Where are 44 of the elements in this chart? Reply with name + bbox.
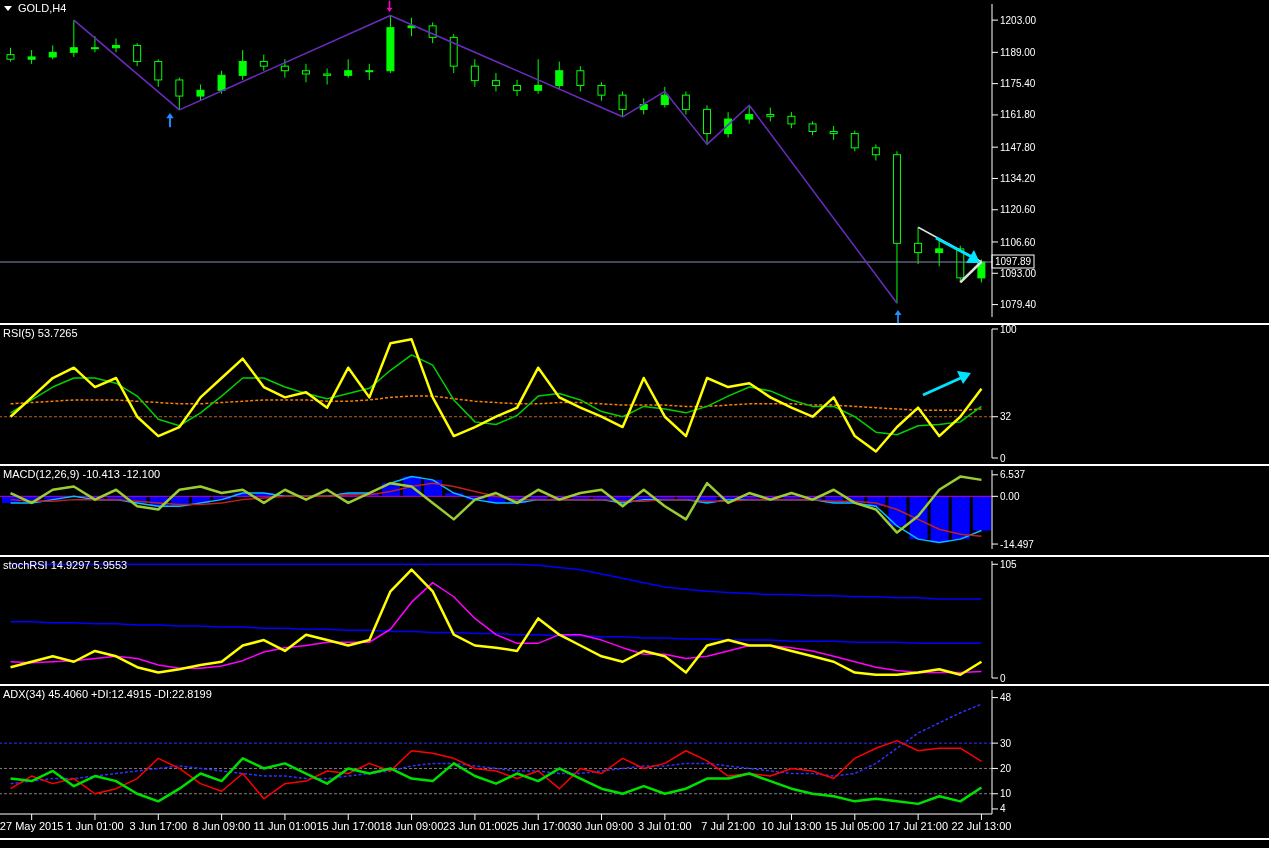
y-tick-label: 1161.80 bbox=[1000, 109, 1036, 121]
y-tick-label: 105 bbox=[1000, 558, 1018, 570]
x-tick-label: 10 Jul 13:00 bbox=[761, 819, 822, 832]
y-tick-label: 1189.00 bbox=[1000, 46, 1036, 58]
y-tick-label: 32 bbox=[1000, 411, 1012, 423]
y-tick-label: 0.00 bbox=[1000, 490, 1020, 502]
x-tick-label: 23 Jun 01:00 bbox=[443, 819, 507, 832]
x-tick-label: 18 Jun 09:00 bbox=[379, 819, 444, 832]
y-tick-label: 1120.60 bbox=[1000, 204, 1036, 216]
y-tick-label: 1203.00 bbox=[1000, 14, 1037, 26]
x-tick-label: 25 Jun 17:00 bbox=[506, 819, 571, 832]
x-tick-label: 3 Jun 17:00 bbox=[129, 819, 188, 832]
y-tick-label: 100 bbox=[1000, 323, 1018, 335]
y-tick-label: 48 bbox=[1000, 692, 1012, 704]
y-tick-label: 1093.00 bbox=[1000, 267, 1037, 279]
chart-title: GOLD,H4 bbox=[18, 2, 67, 14]
y-tick-label: 1079.40 bbox=[1000, 299, 1037, 311]
y-tick-label: 4 bbox=[1000, 803, 1006, 815]
x-tick-label: 8 Jun 09:00 bbox=[192, 819, 251, 832]
y-tick-label: 1134.20 bbox=[1000, 173, 1036, 184]
x-tick-label: 22 Jul 13:00 bbox=[951, 819, 1012, 832]
chart-title: ADX(34) 45.4060 +DI:12.4915 -DI:22.8199 bbox=[3, 688, 212, 700]
y-tick-label: 6.537 bbox=[1000, 469, 1026, 481]
x-tick-label: 27 May 2015 bbox=[0, 819, 64, 832]
x-tick-label: 7 Jul 21:00 bbox=[701, 819, 756, 832]
x-tick-label: 30 Jun 09:00 bbox=[569, 819, 634, 832]
chart-title: MACD(12,26,9) -10.413 -12.100 bbox=[3, 468, 161, 480]
y-tick-label: 1106.60 bbox=[1000, 236, 1036, 248]
x-tick-label: 1 Jun 01:00 bbox=[66, 819, 124, 832]
x-tick-label: 15 Jul 05:00 bbox=[824, 819, 885, 832]
ref-line-label: 1097.89 bbox=[995, 256, 1032, 268]
y-tick-label: 1175.40 bbox=[1000, 78, 1036, 90]
x-tick-label: 11 Jun 01:00 bbox=[253, 819, 317, 832]
x-tick-label: 3 Jul 01:00 bbox=[637, 819, 692, 832]
x-tick-label: 17 Jul 21:00 bbox=[888, 819, 949, 832]
y-tick-label: 10 bbox=[1000, 788, 1012, 800]
y-tick-label: 0 bbox=[1000, 672, 1006, 684]
x-tick-label: 15 Jun 17:00 bbox=[316, 819, 381, 832]
y-tick-label: 0 bbox=[1000, 452, 1006, 464]
y-tick-label: 30 bbox=[1000, 737, 1012, 749]
y-tick-label: 20 bbox=[1000, 763, 1012, 774]
y-tick-label: 1147.80 bbox=[1000, 141, 1036, 153]
chart-title: RSI(5) 53.7265 bbox=[3, 327, 78, 339]
y-tick-label: -14.497 bbox=[1000, 538, 1035, 550]
